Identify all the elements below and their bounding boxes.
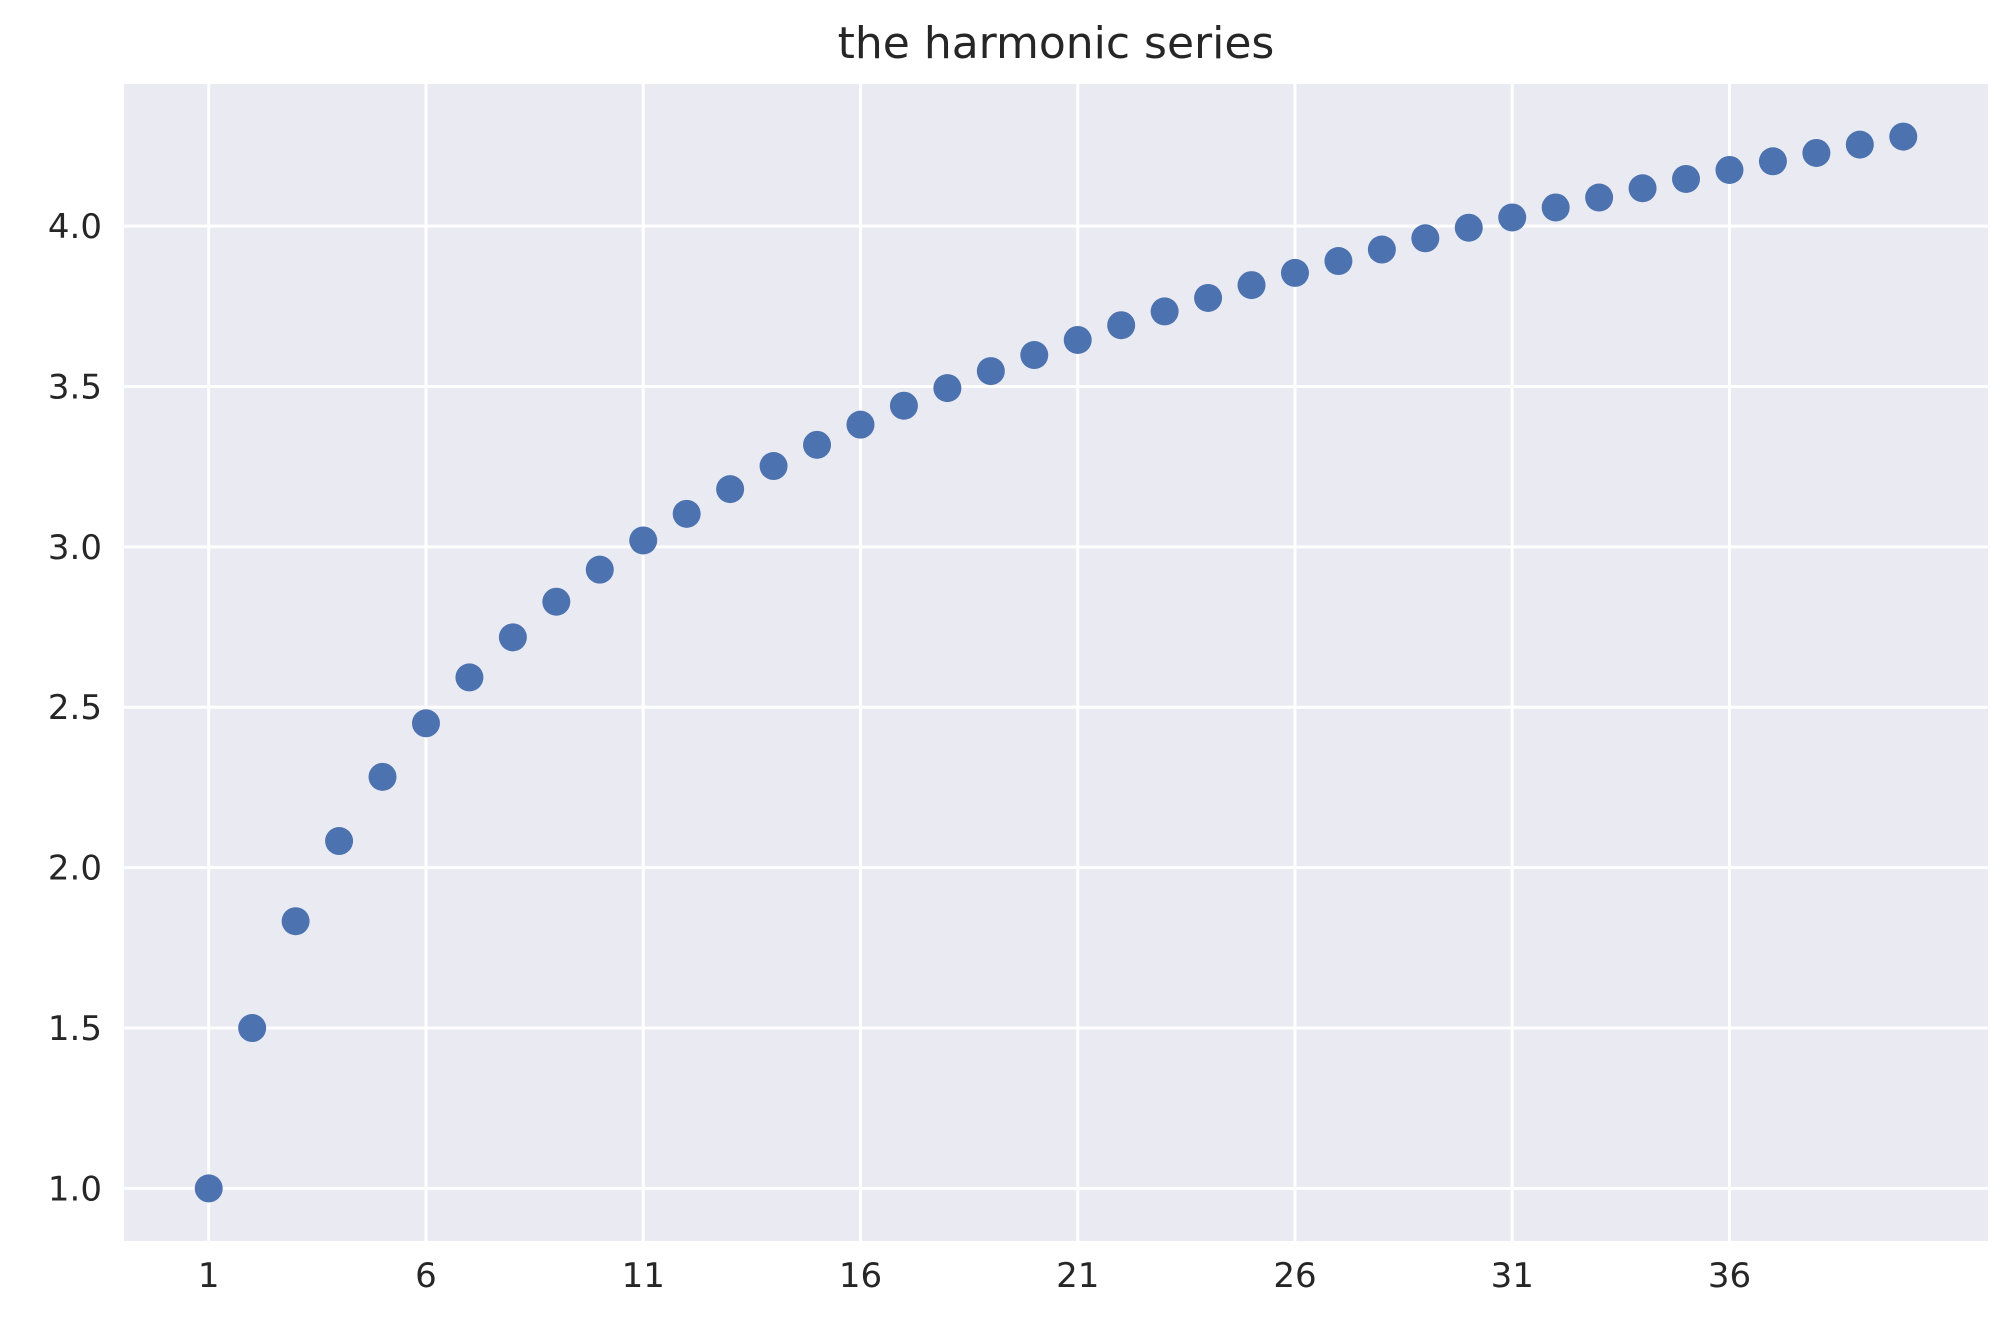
data-point: [1411, 224, 1440, 253]
data-point: [585, 555, 614, 584]
data-point: [1194, 283, 1223, 312]
y-tick-label: 2.5: [48, 688, 102, 728]
data-point: [1715, 155, 1744, 184]
data-point: [194, 1174, 223, 1203]
data-point: [1628, 174, 1657, 203]
x-tick-label: 36: [1708, 1256, 1751, 1296]
y-tick-label: 4.0: [48, 207, 102, 247]
data-point: [803, 430, 832, 459]
y-tick-label: 3.0: [48, 528, 102, 568]
data-point: [1498, 203, 1527, 232]
x-tick-label: 6: [415, 1256, 437, 1296]
data-point: [846, 410, 875, 439]
data-point: [1845, 130, 1874, 159]
data-point: [411, 709, 440, 738]
data-point: [1324, 247, 1353, 276]
x-tick-label: 31: [1491, 1256, 1534, 1296]
data-point: [1585, 183, 1614, 212]
y-tick-label: 2.0: [48, 849, 102, 889]
data-point: [759, 452, 788, 481]
data-point: [1020, 341, 1049, 370]
data-point: [1758, 147, 1787, 176]
data-point: [1889, 122, 1918, 151]
data-point: [1237, 271, 1266, 300]
y-tick-label: 1.0: [48, 1169, 102, 1209]
data-point: [455, 663, 484, 692]
data-point: [1541, 193, 1570, 222]
data-point: [933, 374, 962, 403]
y-tick-label: 3.5: [48, 367, 102, 407]
x-axis-tick-labels: 1 6 11 16 21 26 31 36: [198, 1256, 1751, 1296]
chart-title: the harmonic series: [838, 18, 1275, 69]
x-tick-label: 21: [1056, 1256, 1099, 1296]
data-point: [976, 357, 1005, 386]
x-tick-label: 16: [839, 1256, 882, 1296]
data-point: [281, 907, 310, 936]
x-tick-label: 26: [1273, 1256, 1316, 1296]
data-point: [1454, 213, 1483, 242]
data-points: [194, 122, 1918, 1203]
data-point: [672, 499, 701, 528]
data-point: [889, 391, 918, 420]
data-point: [1367, 235, 1396, 264]
x-tick-label: 1: [198, 1256, 220, 1296]
data-point: [368, 762, 397, 791]
data-point: [1107, 311, 1136, 340]
data-point: [1802, 138, 1831, 167]
data-point: [1150, 297, 1179, 326]
data-point: [716, 475, 745, 504]
data-point: [1672, 164, 1701, 193]
data-point: [542, 587, 571, 616]
data-point: [1280, 258, 1309, 287]
y-axis-tick-labels: 1.0 1.5 2.0 2.5 3.0 3.5 4.0: [48, 207, 102, 1209]
data-point: [629, 526, 658, 555]
plot-area: [124, 84, 1988, 1241]
x-tick-label: 11: [622, 1256, 665, 1296]
data-point: [325, 827, 354, 856]
data-point: [498, 623, 527, 652]
data-point: [238, 1014, 267, 1043]
y-tick-label: 1.5: [48, 1009, 102, 1049]
data-point: [1063, 325, 1092, 354]
